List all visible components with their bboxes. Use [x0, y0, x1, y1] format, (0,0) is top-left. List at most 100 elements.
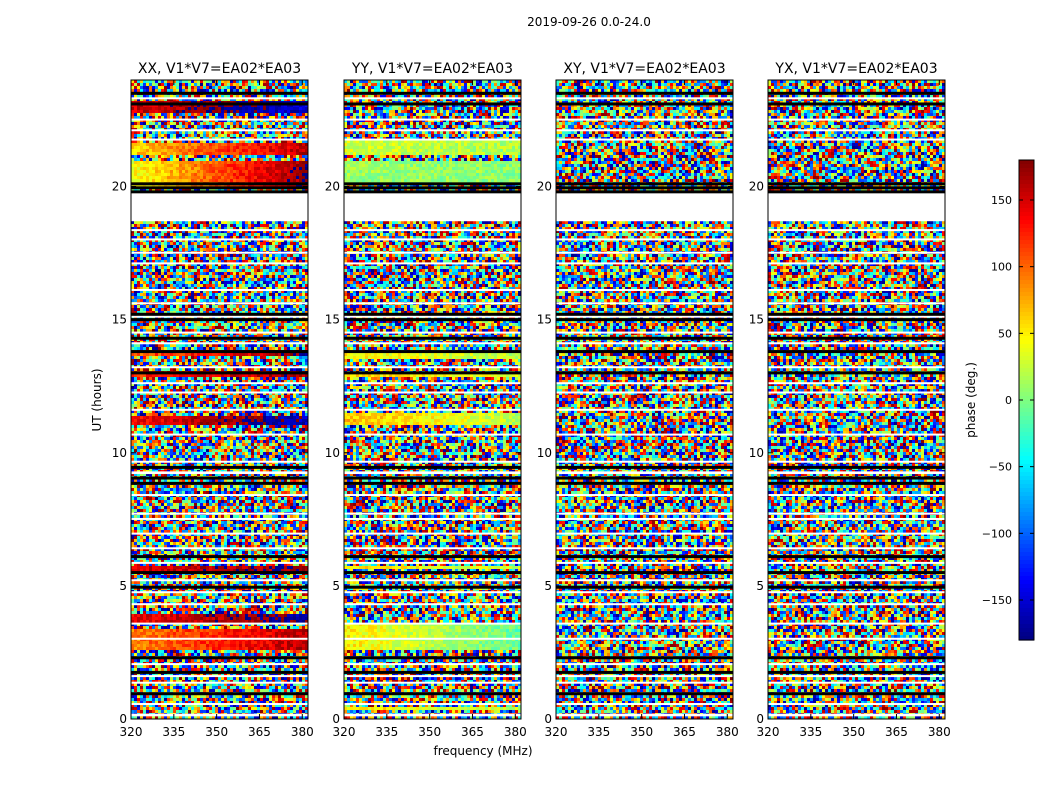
flagged-row	[131, 663, 308, 666]
dark-row	[768, 102, 945, 106]
colorbar-segment	[1019, 268, 1034, 273]
colorbar-segment	[1019, 204, 1034, 209]
colorbar-segment	[1019, 196, 1034, 201]
colorbar-segment	[1019, 208, 1034, 213]
flagged-row	[131, 460, 308, 463]
flagged-row	[768, 663, 945, 666]
flagged-row	[768, 342, 945, 345]
panel-frame	[767, 79, 946, 720]
colorbar-segment	[1019, 428, 1034, 433]
y-tick-label: 15	[749, 313, 764, 327]
flagged-row	[556, 342, 733, 345]
y-tick-label: 10	[537, 446, 552, 460]
dark-row	[131, 318, 308, 322]
flagged-row	[556, 315, 733, 318]
colorbar-tick-label: 50	[998, 327, 1012, 340]
dark-row	[344, 318, 521, 322]
colorbar-segment	[1019, 600, 1034, 605]
flagged-row	[344, 138, 521, 141]
colorbar-segment	[1019, 384, 1034, 389]
flagged-row	[131, 603, 308, 606]
flagged-row	[556, 460, 733, 463]
panel-2: XY, V1*V7=EA02*EA03 320 335 350 365 380 0 5 10 15…	[537, 61, 739, 739]
dark-row	[556, 656, 733, 660]
colorbar-segment	[1019, 580, 1034, 585]
flagged-row	[556, 331, 733, 334]
panel-1: YY, V1*V7=EA02*EA03 320 335 350 365 380 0 5 10 15…	[325, 61, 527, 739]
x-axis-label: frequency (MHz)	[433, 744, 532, 758]
colorbar-segment	[1019, 368, 1034, 373]
colorbar-segment	[1019, 420, 1034, 425]
colorbar-segment	[1019, 476, 1034, 481]
colorbar-segment	[1019, 376, 1034, 381]
dark-row	[131, 670, 308, 674]
data-gap	[556, 193, 733, 222]
colorbar-segment	[1019, 272, 1034, 277]
colorbar-segment	[1019, 284, 1034, 289]
colorbar-segment	[1019, 488, 1034, 493]
flagged-row	[768, 561, 945, 564]
y-tick-label: 5	[756, 579, 764, 593]
colorbar-segment	[1019, 468, 1034, 473]
flagged-row	[556, 229, 733, 232]
flagged-row	[768, 547, 945, 550]
colorbar-segment	[1019, 536, 1034, 541]
flagged-row	[556, 118, 733, 121]
dark-row	[131, 571, 308, 575]
flagged-row	[344, 561, 521, 564]
flagged-row	[556, 603, 733, 606]
x-tick-label: 380	[928, 725, 951, 739]
flagged-row	[556, 129, 733, 132]
dark-row	[556, 312, 733, 316]
y-tick-label: 0	[119, 712, 127, 726]
flagged-row	[768, 391, 945, 394]
dark-row	[768, 318, 945, 322]
colorbar-segment	[1019, 172, 1034, 177]
dark-row	[344, 312, 521, 316]
colorbar-segment	[1019, 620, 1034, 625]
flagged-row	[344, 494, 521, 497]
flagged-row	[344, 229, 521, 232]
dark-row	[556, 670, 733, 674]
flagged-row	[131, 251, 308, 254]
dark-row	[344, 571, 521, 575]
flagged-row	[768, 591, 945, 594]
dark-row	[768, 465, 945, 469]
dark-row	[344, 182, 521, 186]
dark-row	[344, 350, 521, 354]
colorbar-segment	[1019, 608, 1034, 613]
flagged-row	[344, 118, 521, 121]
flagged-row	[768, 703, 945, 706]
colorbar-label: phase (deg.)	[964, 362, 978, 438]
panel-frame	[130, 79, 309, 720]
flagged-row	[131, 342, 308, 345]
flagged-row	[344, 517, 521, 520]
colorbar-tick-label: 100	[991, 261, 1012, 274]
colorbar-segment	[1019, 264, 1034, 269]
colorbar-segment	[1019, 432, 1034, 437]
colorbar-segment	[1019, 228, 1034, 233]
flagged-row	[556, 302, 733, 305]
colorbar-segment	[1019, 344, 1034, 349]
x-tick-label: 335	[799, 725, 822, 739]
flagged-row	[344, 408, 521, 411]
flagged-row	[344, 251, 521, 254]
flagged-row	[768, 129, 945, 132]
colorbar-segment	[1019, 480, 1034, 485]
dark-row	[131, 102, 308, 106]
flagged-row	[556, 471, 733, 475]
colorbar-tick-label: −100	[982, 527, 1012, 540]
dark-row	[556, 91, 733, 95]
colorbar-segment	[1019, 592, 1034, 597]
dark-row	[344, 465, 521, 469]
flagged-row	[344, 603, 521, 606]
colorbar-segment	[1019, 348, 1034, 353]
y-tick-label: 20	[112, 180, 127, 194]
y-tick-label: 0	[756, 712, 764, 726]
dark-row	[556, 186, 733, 190]
y-tick-label: 10	[749, 446, 764, 460]
dark-row	[768, 350, 945, 354]
flagged-row	[131, 591, 308, 594]
flagged-row	[344, 97, 521, 100]
flagged-row	[556, 408, 733, 411]
